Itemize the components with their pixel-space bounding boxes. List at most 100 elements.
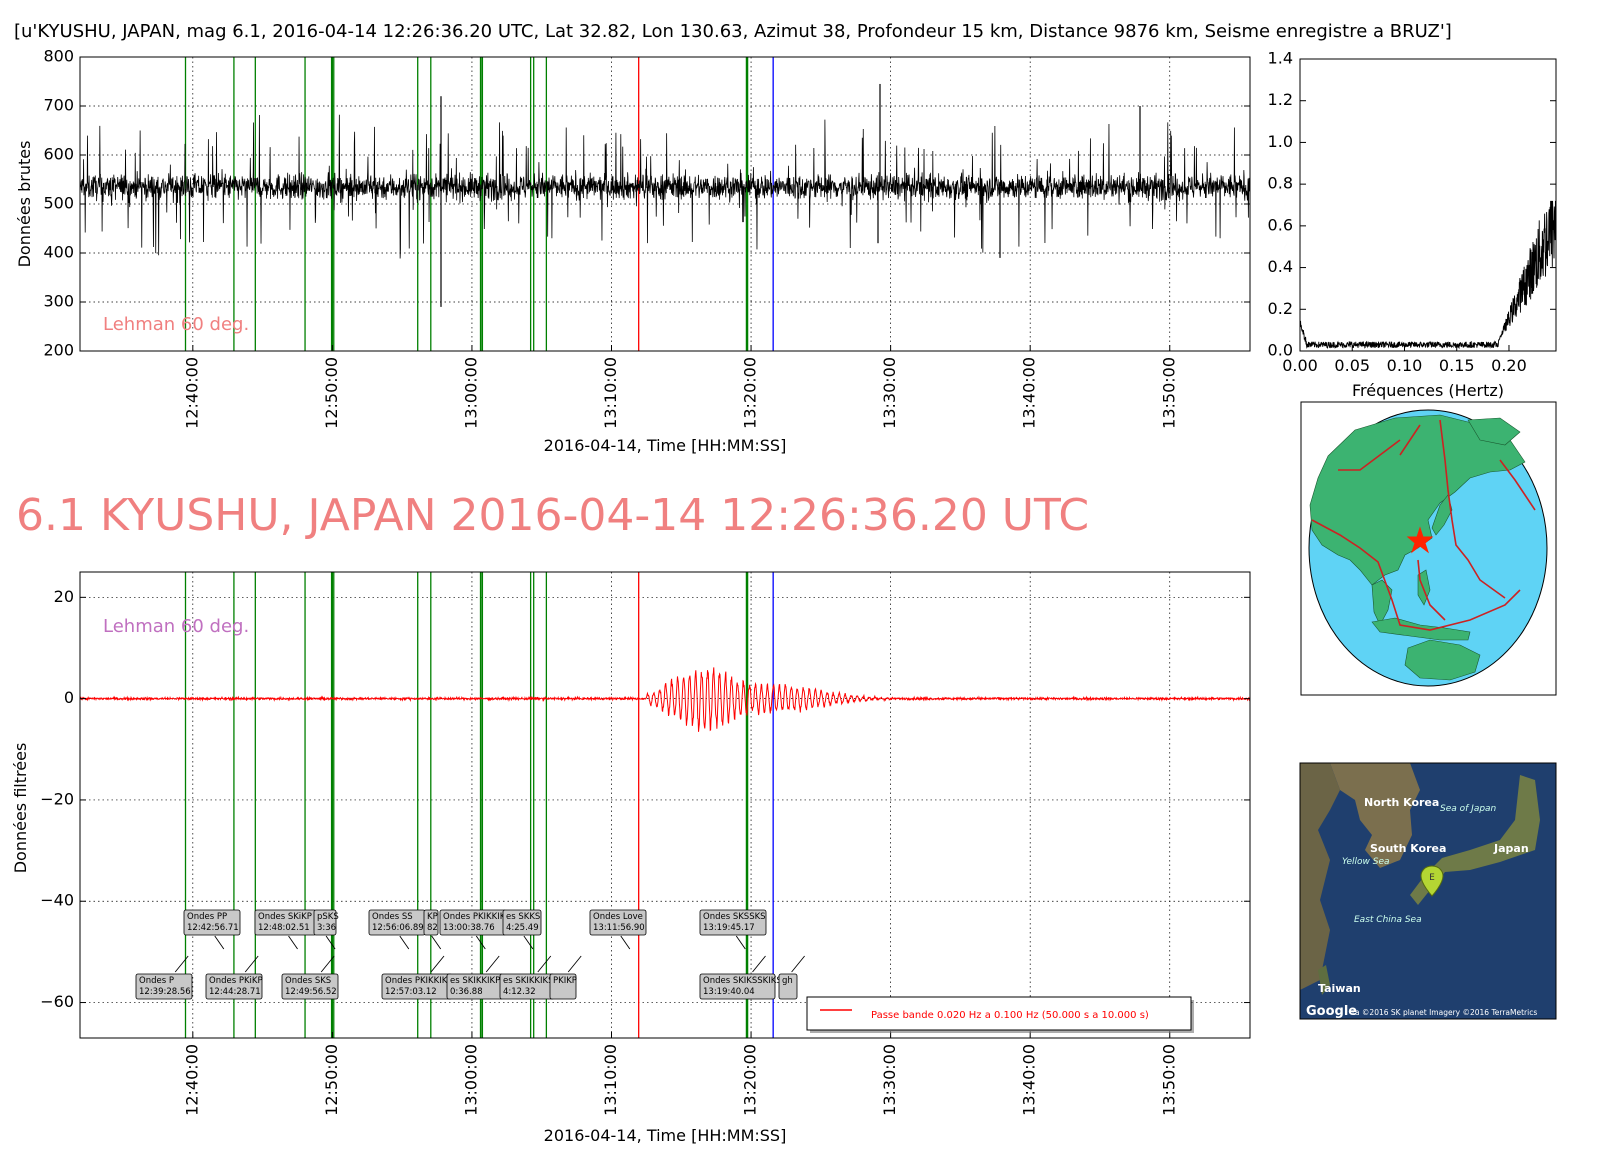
epicenter-star: [1406, 526, 1434, 554]
phase-arrow: [735, 935, 746, 950]
globe-land-australia: [1404, 639, 1481, 681]
phase-box-upper: KP: [427, 912, 438, 922]
region-map-frame: [1299, 762, 1557, 1020]
phase-box-lower: Ondes PKiKP: [209, 976, 263, 986]
map-imagery-attribution: ta ©2016 SK planet Imagery ©2016 TerraMe…: [1352, 1008, 1537, 1017]
raw-xtick-label: 13:50:00: [1159, 357, 1178, 429]
phase-arrow: [475, 935, 486, 950]
map-label-sea-of-japan: Sea of Japan: [1440, 804, 1497, 814]
phase-box-upper: 82: [427, 923, 438, 933]
phase-box-lower-bg: [281, 973, 339, 1000]
filtered-xtick-label: 12:40:00: [182, 1044, 201, 1116]
phase-box-upper: 12:42:56.71: [187, 923, 239, 933]
filtered-xlabel: 2016-04-14, Time [HH:MM:SS]: [544, 1126, 787, 1145]
map-label-yellow-sea: Yellow Sea: [1342, 857, 1390, 867]
raw-xlabel: 2016-04-14, Time [HH:MM:SS]: [544, 436, 787, 455]
filtered-trace: [79, 667, 1251, 732]
raw-ytick-label: 200: [43, 341, 74, 360]
filtered-frame: [79, 571, 1251, 1039]
raw-xtick-label: 13:00:00: [461, 357, 480, 429]
filtered-x-ticks: 12:40:00 12:50:00 13:00:00 13:10:00 13:20:00…: [182, 1032, 1178, 1116]
filtered-ytick-label: 0: [64, 688, 74, 707]
phase-box-upper: 12:48:02.51: [258, 923, 310, 933]
phase-arrow: [620, 935, 631, 950]
phase-box-lower-bg: [205, 973, 263, 1000]
spectrum-xtick-label: 0.10: [1387, 356, 1423, 375]
phase-box-upper: pSKS: [317, 912, 339, 922]
phase-box-upper-bg: [589, 909, 647, 936]
phase-box-lower: es SKIKKIKS: [503, 976, 553, 986]
spectrum-xtick-label: 0.15: [1439, 356, 1475, 375]
phase-arrow: [523, 935, 534, 950]
map-label-japan: Japan: [1493, 842, 1529, 855]
raw-xtick-label: 13:20:00: [741, 357, 760, 429]
phase-arrow: [485, 955, 500, 973]
filtered-xtick-label: 13:50:00: [1159, 1044, 1178, 1116]
phase-arrow: [288, 935, 298, 950]
phase-box-lower-bg: [699, 973, 776, 1000]
phase-box-upper: Ondes PKIKKIKS: [443, 912, 511, 922]
filtered-xtick-label: 13:00:00: [461, 1044, 480, 1116]
filtered-ytick-label: −20: [40, 789, 74, 808]
globe-land-greenland: [1467, 417, 1521, 446]
phase-arrow: [567, 955, 582, 973]
spectrum-ytick-label: 0.4: [1268, 257, 1293, 276]
raw-data-plot: 800 700 600 500 400 300 200 12:40:00 12:50:00 13…: [15, 47, 1251, 455]
event-title: 6.1 KYUSHU, JAPAN 2016-04-14 12:26:36.20…: [16, 490, 1089, 541]
phase-arrow: [244, 955, 259, 973]
filtered-trace-line: [79, 667, 1251, 732]
phase-arrow: [325, 935, 336, 950]
phase-arrow: [320, 955, 335, 973]
raw-xtick-label: 12:40:00: [182, 357, 201, 429]
spectrum-ytick-label: 0.2: [1268, 299, 1293, 318]
spectrum-ytick-label: 1.0: [1268, 132, 1293, 151]
filtered-legend: Passe bande 0.020 Hz a 0.100 Hz (50.000 …: [806, 996, 1194, 1033]
raw-trace-line: [79, 114, 1251, 259]
region-map-taiwan: [1318, 965, 1330, 995]
filtered-lehman-label: Lehman 60 deg.: [103, 616, 249, 637]
spectrum-ytick-label: 1.2: [1268, 90, 1293, 109]
map-label-south-korea: South Korea: [1370, 842, 1446, 855]
raw-grid: [80, 57, 1250, 351]
phase-box-lower: Ondes SKS: [285, 976, 331, 986]
spectrum-ytick-label: 0.0: [1268, 341, 1293, 360]
raw-lehman-label: Lehman 60 deg.: [103, 314, 249, 335]
filtered-grid: [80, 572, 1250, 1038]
spectrum-ytick-label: 0.6: [1268, 215, 1293, 234]
raw-xtick-label: 13:10:00: [601, 357, 620, 429]
phase-box-upper: 13:19:45.17: [703, 923, 755, 933]
phase-box-lower: 12:44:28.71: [209, 987, 261, 997]
phase-box-upper-bg: [183, 909, 241, 936]
raw-xtick-label: 13:30:00: [880, 357, 899, 429]
filtered-xtick-label: 13:30:00: [880, 1044, 899, 1116]
phase-arrow: [174, 955, 189, 973]
header-text: [u'KYUSHU, JAPAN, mag 6.1, 2016-04-14 12…: [14, 21, 1452, 42]
filtered-xtick-label: 13:10:00: [601, 1044, 620, 1116]
legend-label: Passe bande 0.020 Hz a 0.100 Hz (50.000 …: [871, 1010, 1149, 1021]
phase-arrow: [537, 955, 552, 973]
plate-boundaries: [1311, 419, 1536, 631]
region-map-china: [1300, 763, 1340, 990]
spectrum-trace: [1299, 200, 1557, 350]
raw-ytick-label: 400: [43, 243, 74, 262]
phase-box-lower: PKIKP: [553, 976, 577, 986]
phase-box-upper: 12:56:06.89: [372, 923, 424, 933]
map-google-attribution: Google: [1306, 1004, 1357, 1019]
filtered-xtick-label: 13:20:00: [741, 1044, 760, 1116]
raw-x-ticks: 12:40:00 12:50:00 13:00:00 13:10:00 13:20:00…: [182, 345, 1178, 429]
phase-arrow: [752, 955, 766, 973]
spectrum-line: [1299, 200, 1557, 350]
spectrum-xtick-label: 0.05: [1334, 356, 1370, 375]
phase-box-upper-bg: [313, 909, 337, 936]
raw-phase-markers: [184, 57, 774, 351]
epicenter-pin-icon: E: [1420, 865, 1444, 897]
phase-box-lower: Ondes SKIKSSKIKS: [703, 976, 782, 986]
spectrum-y-ticks: 1.4 1.2 1.0 0.8 0.6 0.4 0.2 0.0: [1268, 49, 1556, 360]
raw-y-ticks: 800 700 600 500 400 300 200: [43, 47, 1250, 360]
phase-box-upper: es SKKS: [506, 912, 540, 922]
raw-trace: [79, 83, 1251, 307]
phase-box-upper: Ondes Love: [593, 912, 643, 922]
filtered-y-ticks: 20 0 −20 −40 −60: [40, 587, 1250, 1011]
